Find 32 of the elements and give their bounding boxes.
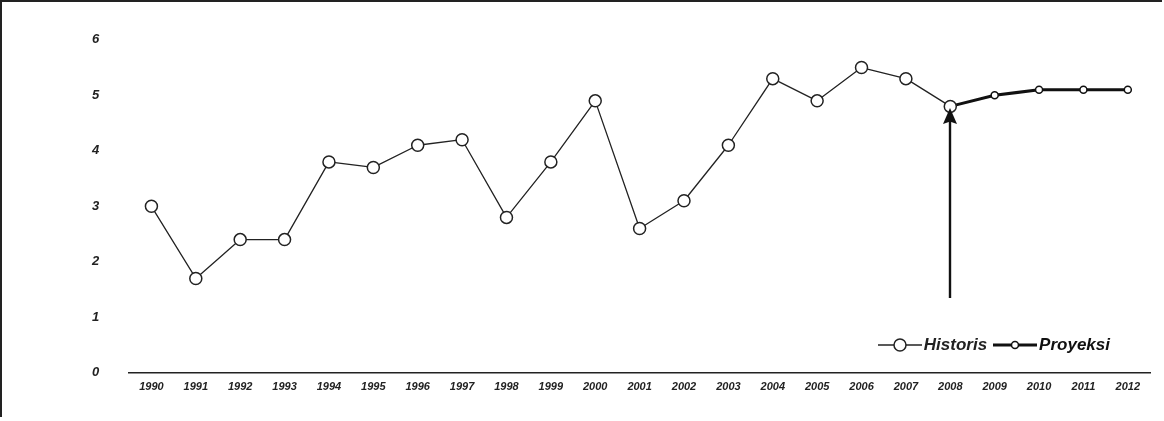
legend-label: Historis: [923, 334, 988, 355]
x-tick-label: 1999: [538, 380, 564, 393]
x-tick-label: 1994: [316, 380, 342, 393]
x-tick-label: 1991: [183, 380, 209, 393]
x-tick-label: 2004: [759, 380, 785, 393]
x-tick-label: 2011: [1070, 380, 1096, 393]
x-tick-label: 1995: [361, 380, 387, 393]
x-tick-label: 2012: [1114, 380, 1141, 393]
y-tick-label: 3: [92, 197, 100, 213]
y-tick-label: 6: [92, 31, 100, 47]
legend-label: Proyeksi: [1039, 334, 1110, 355]
x-tick-label: 1996: [405, 380, 431, 393]
x-tick-label: 2003: [715, 380, 741, 393]
x-tick-label: 2010: [1025, 380, 1053, 393]
y-tick-label: 0: [92, 364, 100, 380]
x-tick-label: 1990: [139, 380, 165, 393]
x-tick-label: 2002: [670, 380, 697, 393]
y-tick-label: 4: [91, 142, 100, 158]
x-tick-label: 1998: [494, 380, 520, 393]
x-tick-label: 2001: [626, 380, 652, 393]
y-tick-label: 5: [92, 86, 100, 102]
y-tick-label: 1: [92, 308, 100, 324]
x-tick-label: 1993: [272, 380, 297, 393]
x-tick-label: 1992: [227, 380, 253, 393]
x-tick-label: 2006: [848, 380, 875, 393]
x-tick-label: 2009: [981, 380, 1008, 393]
x-tick-label: 2000: [581, 380, 609, 393]
x-tick-label: 2007: [892, 380, 920, 393]
x-tick-label: 1997: [449, 380, 476, 393]
x-tick-label: 2005: [803, 380, 831, 393]
y-tick-label: 2: [91, 253, 100, 269]
x-tick-label: 2008: [937, 380, 964, 393]
